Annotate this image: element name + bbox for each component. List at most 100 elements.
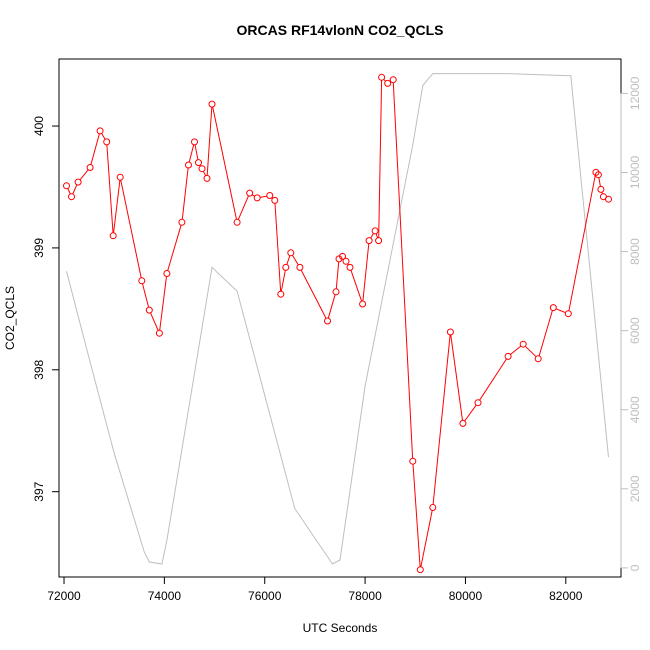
co2-point [287,249,295,257]
co2-point [365,237,373,245]
co2-point [145,306,153,314]
co2-point [324,317,331,325]
co2-point [163,270,171,277]
co2-line-segment [142,283,150,308]
x-tick-label: 74000 [148,589,182,603]
x-tick-label: 72000 [47,589,81,603]
co2-point [246,189,254,197]
co2-line-segment [291,255,299,266]
co2-line-segment [327,294,336,319]
co2-point [597,185,605,193]
co2-line-segment [286,255,291,265]
co2-point [564,310,572,318]
co2-line-segment [274,203,282,292]
co2-point [296,263,304,271]
co2-point [74,178,82,186]
x-axis-label: UTC Seconds [303,621,378,635]
co2-point [342,257,350,265]
co2-line-segment [106,144,114,233]
co2-line-segment [362,243,370,302]
co2-point [389,76,397,84]
co2-point [277,290,285,298]
co2-line-segment [378,80,383,238]
co2-line-segment [350,270,363,302]
co2-point [332,288,340,296]
co2-line-segment [568,175,596,311]
co2-line-segment [432,334,451,505]
co2-line-segment [67,188,71,195]
co2-point [208,100,216,108]
chart-title: ORCAS RF14vlonN CO2_QCLS [237,22,444,38]
co2-point [86,164,94,171]
y-tick-label: 399 [32,238,46,258]
co2-point [233,218,241,226]
co2-point [198,165,206,173]
co2-point [68,193,75,201]
co2-point [109,232,117,240]
y-tick-label: 400 [32,116,46,136]
co2-point [346,263,354,271]
co2-point [429,504,437,511]
co2-point [446,328,454,336]
co2-point [155,329,163,337]
co2-point [195,159,202,167]
co2-point [416,566,424,574]
co2-point [339,252,346,260]
co2-point [96,127,104,135]
co2-point [474,399,482,407]
co2-point [63,182,70,190]
co2-line-segment [524,345,537,358]
y2-tick-label: 2000 [628,475,642,502]
y2-tick-label: 12000 [628,76,642,110]
x-tick-label: 80000 [449,589,483,603]
x-tick-label: 78000 [348,589,382,603]
co2-line-segment [300,269,327,319]
co2-point [459,419,467,427]
co2-line-segment [206,107,213,176]
co2-line-segment [159,276,167,331]
co2-line-segment [555,308,566,314]
co2-point [271,196,279,204]
y-tick-label: 398 [32,359,46,379]
y-tick-label: 397 [32,481,46,501]
co2-line-segment [181,167,189,220]
altitude-line [66,73,609,565]
co2-point [384,79,392,87]
co2-line-segment [392,82,414,459]
co2-line-segment [113,180,121,233]
co2-line-segment [598,177,601,187]
co2-point [359,300,367,308]
co2-point [191,138,198,146]
co2-point [282,263,290,271]
co2-line-segment [280,270,286,292]
co2-point [103,138,111,146]
co2-point [594,171,602,179]
co2-line-segment [79,169,89,181]
co2-line-segment [101,133,106,140]
co2-line-segment [237,195,249,220]
co2-point [378,73,386,81]
co2-line-segment [510,345,522,355]
y2-tick-label: 6000 [628,317,642,344]
y2-tick-label: 8000 [628,238,642,265]
co2-line-segment [202,171,207,177]
x-tick-label: 76000 [248,589,282,603]
co2-point [116,173,124,181]
co2-line-segment [212,106,237,220]
co2-point [375,237,383,245]
co2-line-segment [72,184,78,195]
co2-point [266,192,274,199]
y2-tick-label: 10000 [628,155,642,189]
co2-point [504,352,512,360]
co2-line-segment [538,310,553,357]
co2-point [178,218,186,226]
y2-tick-label: 4000 [628,396,642,423]
co2-line-segment [188,144,195,163]
co2-line-segment [375,233,379,238]
co2-line-segment [370,233,374,239]
co2-point [409,457,417,465]
x-tick-label: 82000 [549,589,583,603]
co2-line-segment [167,225,182,271]
co2-line-segment [335,261,340,289]
